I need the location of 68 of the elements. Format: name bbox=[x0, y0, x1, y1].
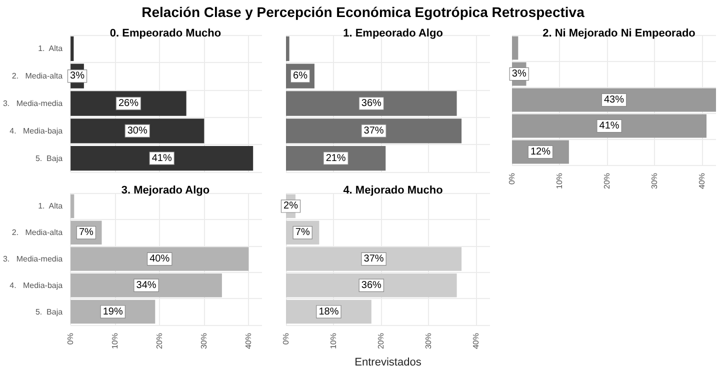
data-label: 3% bbox=[512, 68, 526, 80]
bar bbox=[286, 247, 462, 271]
data-label: 7% bbox=[295, 227, 310, 238]
x-tick-label: 30% bbox=[424, 333, 433, 350]
data-label: 43% bbox=[604, 94, 624, 106]
y-tick-label: 2. Media-alta bbox=[12, 228, 64, 238]
x-tick-label: 40% bbox=[697, 172, 706, 190]
data-label: 18% bbox=[318, 306, 339, 318]
x-tick-label: 40% bbox=[471, 333, 480, 350]
y-tick-label: 3. Media-media bbox=[2, 254, 64, 264]
bar bbox=[70, 247, 249, 271]
data-label: 26% bbox=[118, 98, 139, 109]
data-label: 21% bbox=[326, 152, 346, 164]
x-tick-label: 20% bbox=[376, 333, 386, 350]
data-label: 36% bbox=[361, 280, 382, 291]
y-tick-label: 5. Baja bbox=[35, 307, 64, 316]
bar bbox=[512, 114, 707, 138]
data-label: 41% bbox=[599, 120, 620, 132]
x-tick-label: 0% bbox=[282, 333, 290, 345]
chart-title: 3. Mejorado Algo bbox=[121, 184, 210, 196]
bar bbox=[286, 118, 462, 144]
data-label: 3% bbox=[70, 70, 85, 82]
x-tick-label: 10% bbox=[110, 333, 120, 350]
bar bbox=[70, 36, 74, 62]
x-tick-label: 20% bbox=[155, 333, 164, 350]
chart-title: 0. Empeorado Mucho bbox=[110, 28, 222, 40]
y-tick-label: 3. Media-media bbox=[2, 99, 64, 108]
bar bbox=[70, 91, 186, 116]
x-tick-label: 10% bbox=[328, 333, 338, 350]
data-label: 37% bbox=[364, 125, 384, 136]
chart-title: 2. Ni Mejorado Ni Empeorado bbox=[542, 28, 696, 40]
data-label: 30% bbox=[127, 125, 148, 136]
bar bbox=[70, 194, 74, 218]
y-tick-label: 2. Media-alta bbox=[12, 72, 64, 81]
x-axis-title: Entrevistados bbox=[354, 356, 422, 368]
chart-title: 4. Mejorado Mucho bbox=[343, 184, 444, 196]
bar bbox=[70, 274, 222, 298]
text: Relación Clase y Percepción Económica Egotrópica Retrospectiva bbox=[142, 4, 585, 20]
y-tick-label: 1. Alta bbox=[38, 202, 64, 211]
y-tick-label: 1. Alta bbox=[38, 44, 64, 54]
data-label: 12% bbox=[530, 146, 551, 158]
x-tick-label: 20% bbox=[602, 172, 612, 190]
data-label: 7% bbox=[78, 227, 94, 238]
x-tick-label: 0% bbox=[508, 172, 516, 185]
bar bbox=[286, 91, 457, 116]
bar bbox=[70, 146, 254, 171]
chart-title: 1. Empeorado Algo bbox=[343, 28, 444, 40]
y-tick-label: 4. Media-baja bbox=[10, 126, 64, 136]
data-label: 19% bbox=[102, 306, 123, 318]
x-tick-label: 30% bbox=[200, 333, 209, 350]
bar bbox=[286, 274, 457, 298]
data-label: 34% bbox=[136, 280, 156, 291]
bar bbox=[70, 118, 204, 144]
bar bbox=[512, 88, 716, 112]
data-label: 6% bbox=[293, 70, 308, 82]
data-label: 36% bbox=[361, 98, 382, 109]
x-tick-label: 0% bbox=[66, 333, 76, 345]
bar bbox=[512, 36, 518, 60]
data-label: 40% bbox=[150, 254, 170, 264]
data-label: 2% bbox=[284, 200, 298, 212]
x-tick-label: 30% bbox=[650, 172, 659, 190]
y-tick-label: 5. Baja bbox=[35, 154, 64, 163]
x-tick-label: 40% bbox=[244, 333, 254, 350]
x-tick-label: 10% bbox=[554, 172, 564, 190]
data-label: 41% bbox=[152, 152, 172, 164]
y-tick-label: 4. Media-baja bbox=[10, 280, 64, 290]
data-label: 37% bbox=[364, 254, 384, 264]
bar bbox=[286, 36, 290, 62]
